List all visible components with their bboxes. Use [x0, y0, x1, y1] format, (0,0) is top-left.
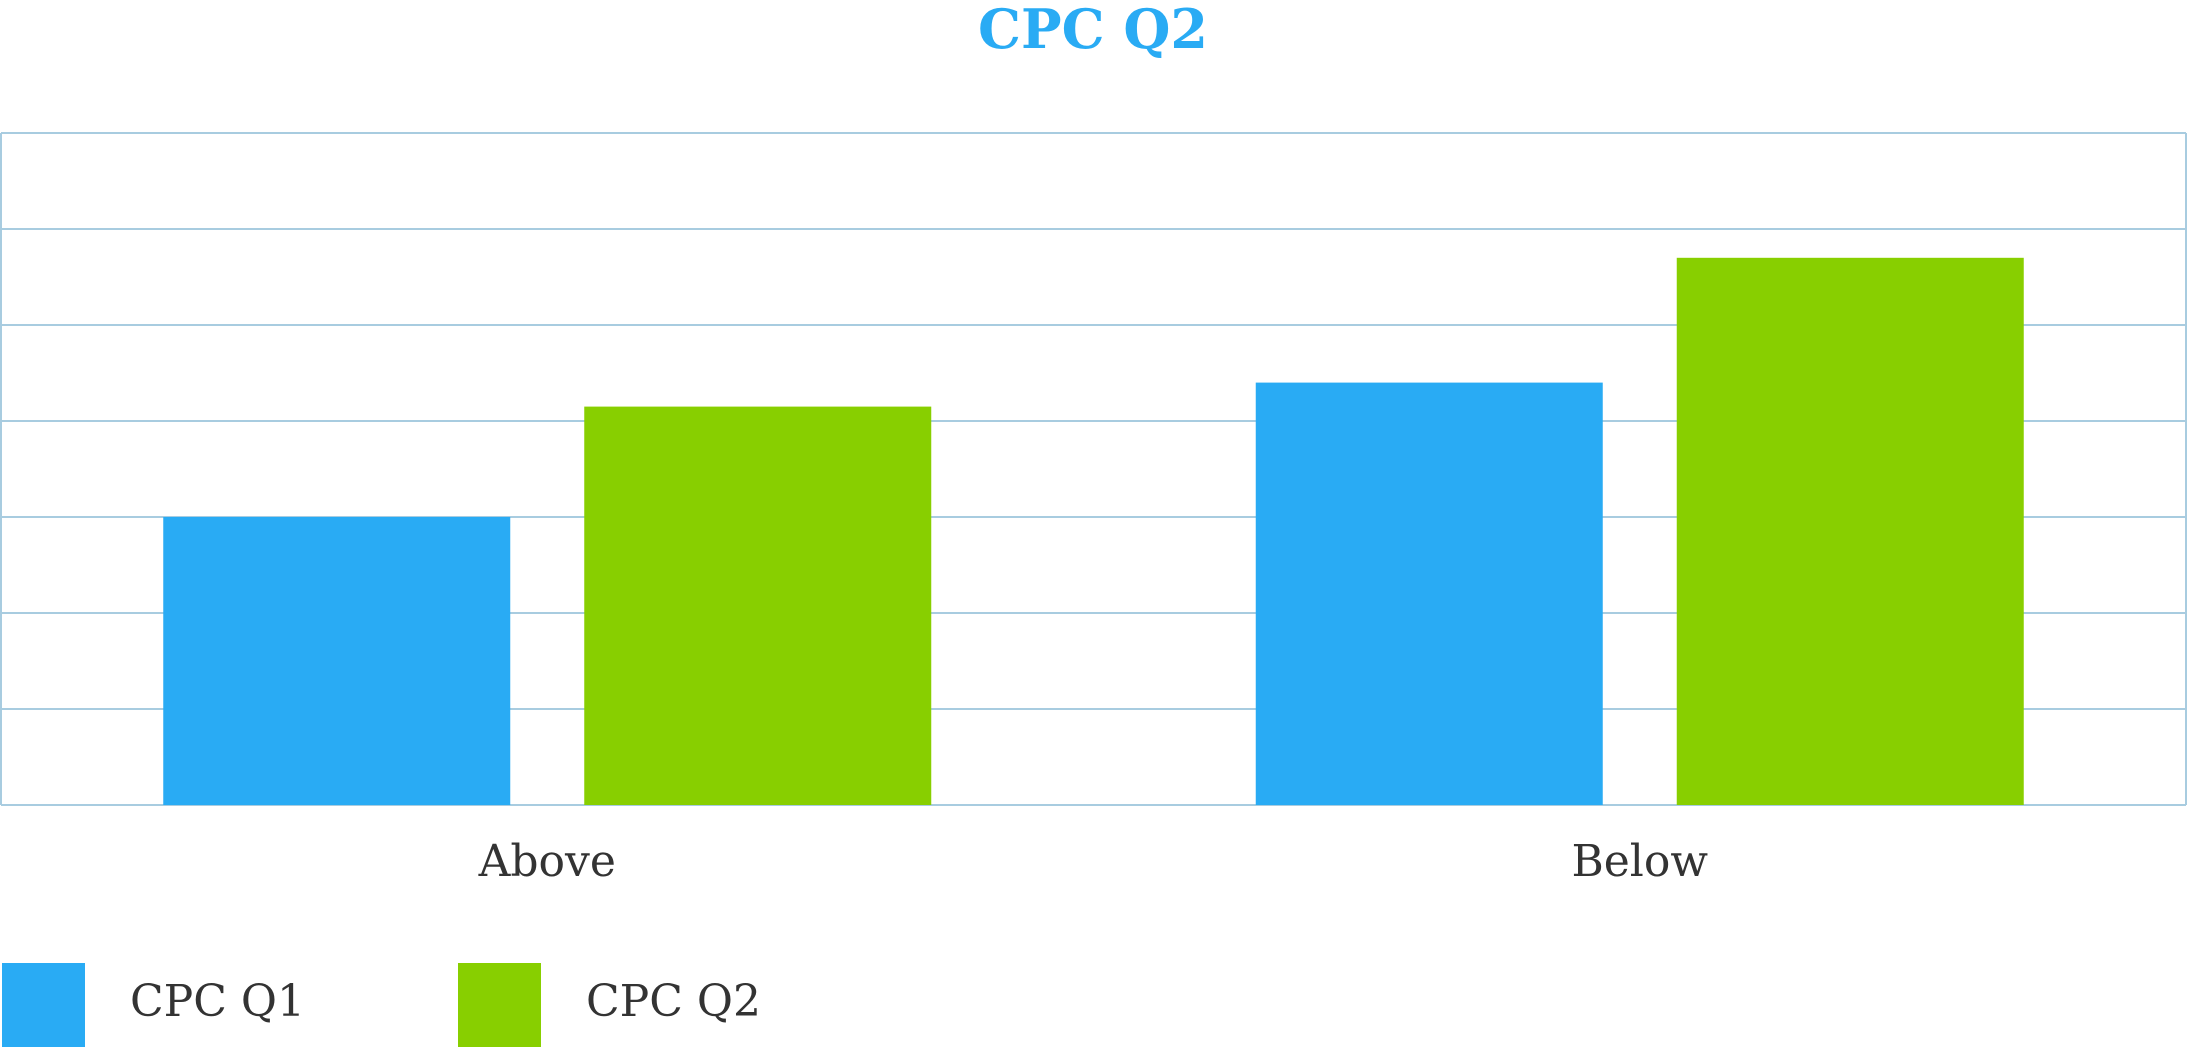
- bars: [163, 257, 2024, 805]
- bar-below-series-1: [1255, 382, 1603, 805]
- category-label: Above: [478, 836, 616, 887]
- category-labels: Above Below: [478, 836, 1709, 887]
- chart-title: CPC Q2: [978, 0, 1208, 61]
- bar-above-series-1: [163, 517, 511, 805]
- bar-above-series-2: [584, 406, 932, 805]
- legend-label: CPC Q1: [130, 976, 305, 1027]
- legend-swatch: [458, 963, 541, 1047]
- legend: CPC Q1 CPC Q2: [2, 963, 761, 1047]
- category-label: Below: [1571, 836, 1708, 887]
- legend-label: CPC Q2: [586, 976, 761, 1027]
- bar-below-series-2: [1676, 257, 2024, 805]
- legend-swatch: [2, 963, 85, 1047]
